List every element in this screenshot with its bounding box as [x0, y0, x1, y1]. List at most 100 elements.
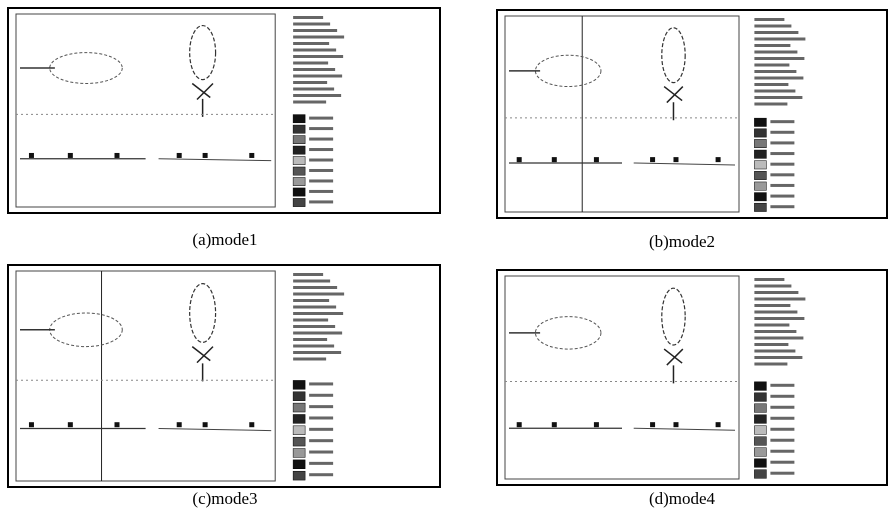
legend-swatch [754, 129, 766, 137]
legend-text [293, 68, 335, 71]
legend-text [293, 358, 326, 361]
node-mark [249, 422, 254, 427]
caption: (b)mode2 [649, 232, 715, 251]
legend-swatch [754, 161, 766, 169]
caption: (a)mode1 [192, 230, 257, 249]
node-mark [517, 422, 522, 427]
legend-text [309, 148, 333, 151]
legend-swatch [754, 382, 766, 391]
node-mark [203, 153, 208, 158]
legend-text [754, 291, 798, 294]
legend-text [754, 51, 797, 54]
panel-frame [8, 265, 440, 487]
legend-text [309, 169, 333, 172]
legend-text [754, 70, 796, 73]
legend-swatch [293, 157, 305, 165]
legend-text [770, 152, 794, 155]
node-mark [552, 422, 557, 427]
legend-text [293, 306, 336, 309]
node-mark [517, 157, 522, 162]
legend-text [770, 395, 794, 398]
legend-text [309, 451, 333, 454]
legend-text [293, 55, 343, 58]
legend-text [309, 394, 333, 397]
legend-swatch [754, 182, 766, 190]
legend-text [754, 18, 784, 21]
legend-text [309, 190, 333, 193]
node-mark [594, 157, 599, 162]
legend-text [770, 195, 794, 198]
legend-text [754, 304, 790, 307]
legend-text [293, 88, 334, 91]
legend-text [754, 343, 788, 346]
legend-text [770, 163, 794, 166]
legend-swatch [293, 471, 305, 480]
legend-swatch [293, 177, 305, 185]
legend-text [293, 293, 344, 296]
legend-text [770, 450, 794, 453]
legend-text [754, 25, 791, 28]
legend-swatch [293, 380, 305, 389]
legend-text [293, 16, 323, 19]
legend-text [754, 356, 802, 359]
node-mark [68, 153, 73, 158]
legend-text [309, 405, 333, 408]
legend-text [754, 285, 791, 288]
legend-text [309, 159, 333, 162]
node-mark [716, 422, 721, 427]
node-mark [673, 157, 678, 162]
legend-swatch [754, 415, 766, 424]
legend-swatch [293, 437, 305, 446]
legend-text [770, 461, 794, 464]
node-mark [114, 153, 119, 158]
legend-text [293, 338, 327, 341]
legend-text [754, 83, 788, 86]
legend-text [754, 57, 804, 60]
legend-text [754, 90, 795, 93]
legend-text [309, 138, 333, 141]
legend-text [754, 350, 795, 353]
legend-swatch [754, 437, 766, 446]
panel-frame [497, 10, 887, 218]
legend-text [293, 94, 341, 97]
legend-text [770, 406, 794, 409]
figure-canvas: (a)mode1(b)mode2(c)mode3(d)mode4 [0, 0, 894, 515]
panel-frame [8, 8, 440, 213]
legend-text [309, 462, 333, 465]
legend-text [293, 280, 330, 283]
node-mark [29, 422, 34, 427]
node-mark [203, 422, 208, 427]
legend-text [293, 62, 328, 65]
legend-text [754, 31, 798, 34]
legend-text [293, 101, 326, 104]
legend-swatch [754, 203, 766, 211]
legend-text [770, 120, 794, 123]
legend-text [293, 29, 337, 32]
legend-text [309, 416, 333, 419]
node-mark [68, 422, 73, 427]
legend-text [770, 472, 794, 475]
legend-text [293, 36, 344, 39]
legend-text [293, 42, 329, 45]
legend-text [770, 141, 794, 144]
legend-swatch [293, 115, 305, 123]
legend-swatch [293, 125, 305, 133]
node-mark [716, 157, 721, 162]
legend-text [754, 96, 802, 99]
legend-text [309, 117, 333, 120]
legend-text [754, 317, 804, 320]
legend-text [309, 439, 333, 442]
legend-text [293, 325, 335, 328]
legend-text [770, 428, 794, 431]
legend-text [754, 324, 789, 327]
legend-text [754, 330, 796, 333]
node-mark [552, 157, 557, 162]
legend-text [770, 184, 794, 187]
node-mark [650, 422, 655, 427]
legend-swatch [754, 150, 766, 158]
legend-swatch [754, 459, 766, 468]
legend-swatch [754, 404, 766, 413]
legend-text [293, 49, 336, 52]
legend-swatch [754, 426, 766, 435]
caption: (d)mode4 [649, 489, 716, 508]
